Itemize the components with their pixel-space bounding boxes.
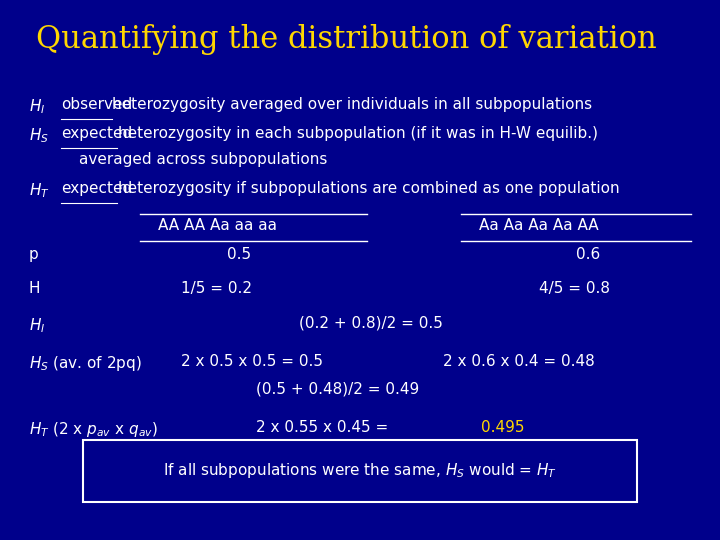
Text: $H_T$: $H_T$ — [29, 181, 50, 200]
Text: $H_I$: $H_I$ — [29, 97, 45, 116]
Text: averaged across subpopulations: averaged across subpopulations — [79, 152, 328, 167]
Text: heterozygosity averaged over individuals in all subpopulations: heterozygosity averaged over individuals… — [112, 97, 593, 112]
Text: 0.6: 0.6 — [576, 247, 600, 262]
Text: 1/5 = 0.2: 1/5 = 0.2 — [181, 281, 253, 296]
Text: $H_S$: $H_S$ — [29, 126, 49, 145]
Text: 0.5: 0.5 — [227, 247, 251, 262]
Text: heterozygosity if subpopulations are combined as one population: heterozygosity if subpopulations are com… — [118, 181, 620, 197]
Text: AA AA Aa aa aa: AA AA Aa aa aa — [158, 218, 277, 233]
Text: p: p — [29, 247, 39, 262]
Text: 0.495: 0.495 — [481, 420, 524, 435]
Text: (0.5 + 0.48)/2 = 0.49: (0.5 + 0.48)/2 = 0.49 — [256, 382, 419, 397]
Text: H: H — [29, 281, 40, 296]
Text: 2 x 0.5 x 0.5 = 0.5: 2 x 0.5 x 0.5 = 0.5 — [181, 354, 323, 369]
Text: $H_I$: $H_I$ — [29, 316, 45, 335]
FancyBboxPatch shape — [83, 440, 637, 502]
Text: heterozygosity in each subpopulation (if it was in H-W equilib.): heterozygosity in each subpopulation (if… — [118, 126, 598, 141]
Text: If all subpopulations were the same, $H_S$ would = $H_T$: If all subpopulations were the same, $H_… — [163, 461, 557, 480]
Text: 4/5 = 0.8: 4/5 = 0.8 — [539, 281, 610, 296]
Text: 2 x 0.6 x 0.4 = 0.48: 2 x 0.6 x 0.4 = 0.48 — [443, 354, 595, 369]
Text: expected: expected — [61, 181, 132, 197]
Text: (0.2 + 0.8)/2 = 0.5: (0.2 + 0.8)/2 = 0.5 — [299, 316, 443, 331]
Text: Aa Aa Aa Aa AA: Aa Aa Aa Aa AA — [479, 218, 598, 233]
Text: $H_T$ (2 x $p_{av}$ x $q_{av}$): $H_T$ (2 x $p_{av}$ x $q_{av}$) — [29, 420, 158, 439]
Text: Quantifying the distribution of variation: Quantifying the distribution of variatio… — [36, 24, 657, 55]
Text: expected: expected — [61, 126, 132, 141]
Text: observed: observed — [61, 97, 132, 112]
Text: $H_S$ (av. of 2pq): $H_S$ (av. of 2pq) — [29, 354, 142, 373]
Text: 2 x 0.55 x 0.45 =: 2 x 0.55 x 0.45 = — [256, 420, 392, 435]
